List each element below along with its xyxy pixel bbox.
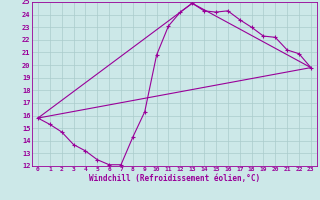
X-axis label: Windchill (Refroidissement éolien,°C): Windchill (Refroidissement éolien,°C) — [89, 174, 260, 183]
